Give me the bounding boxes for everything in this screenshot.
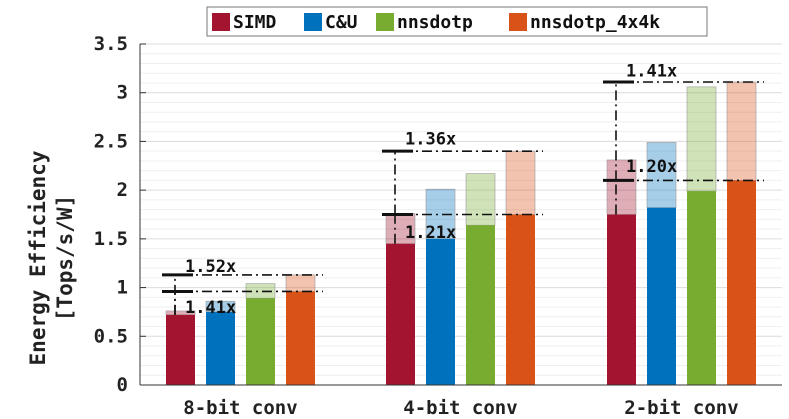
bar-c-u [647, 207, 676, 385]
y-tick-label: 1.5 [94, 228, 128, 250]
legend-label-c-u: C&U [325, 12, 358, 33]
annotation-label: 1.41x [185, 298, 236, 318]
bar-nnsdotp-4x4k [506, 214, 535, 385]
bar-nnsdotp [466, 225, 495, 385]
bar-extension-nnsdotp-4x4k [726, 81, 757, 181]
annotation-label: 1.36x [405, 130, 456, 150]
bar-extension-nnsdotp [465, 173, 496, 226]
y-tick-label: 0 [117, 374, 128, 396]
bar-extension-simd [606, 159, 637, 215]
y-tick-label: 0.5 [94, 325, 128, 347]
bars-group [165, 81, 757, 385]
legend-label-nnsdotp-4x4k: nnsdotp_4x4k [530, 12, 660, 33]
bar-simd [607, 214, 636, 385]
y-tick-label: 3 [117, 82, 128, 104]
legend-label-nnsdotp: nnsdotp [397, 12, 473, 33]
legend-box [206, 6, 708, 37]
y-axis-label-line1: Energy Efficiency [26, 150, 50, 365]
bar-simd [386, 243, 415, 385]
annotation-label: 1.21x [405, 223, 456, 243]
y-tick-label: 1 [117, 277, 128, 299]
bar-c-u [426, 238, 455, 385]
y-axis-label: Energy Efficiency [Tops/s/W] [26, 150, 77, 365]
annotation-label: 1.20x [626, 157, 677, 177]
bar-extension-nnsdotp-4x4k [505, 150, 536, 215]
bar-extension-nnsdotp-4x4k [285, 274, 316, 292]
axes: 0 0.5 1 1.5 2 2.5 3 3.5 8-bit conv 4-bit conv 2-bi… [94, 33, 782, 419]
bar-extension-nnsdotp [686, 86, 717, 192]
y-tick-label: 2 [117, 179, 128, 201]
speedup-annotations: 1.52x 1.41x 1.36x 1.21x 1.41x 1.20x [162, 61, 764, 318]
bar-nnsdotp-4x4k [286, 291, 315, 385]
legend-swatch-simd [212, 13, 230, 31]
annotation-label: 1.41x [626, 61, 677, 81]
annotation-label: 1.52x [185, 257, 236, 277]
x-category-label: 4-bit conv [403, 397, 517, 419]
legend-swatch-nnsdotp [376, 13, 394, 31]
bar-nnsdotp [246, 298, 275, 385]
bar-nnsdotp-4x4k [727, 180, 756, 385]
bar-c-u [206, 311, 235, 385]
y-tick-label: 3.5 [94, 33, 128, 55]
grid-lines [140, 43, 782, 376]
bar-simd [166, 314, 195, 385]
legend-swatch-nnsdotp-4x4k [509, 13, 527, 31]
legend-label-simd: SIMD [233, 12, 277, 33]
x-category-label: 8-bit conv [183, 397, 297, 419]
legend: SIMD C&U nnsdotp nnsdotp_4x4k [206, 6, 708, 37]
y-axis-label-line2: [Tops/s/W] [53, 195, 77, 321]
legend-swatch-c-u [304, 13, 322, 31]
x-category-label: 2-bit conv [624, 397, 738, 419]
bar-extension-c-u [646, 142, 677, 208]
y-tick-label: 2.5 [94, 130, 128, 152]
bar-nnsdotp [687, 191, 716, 385]
